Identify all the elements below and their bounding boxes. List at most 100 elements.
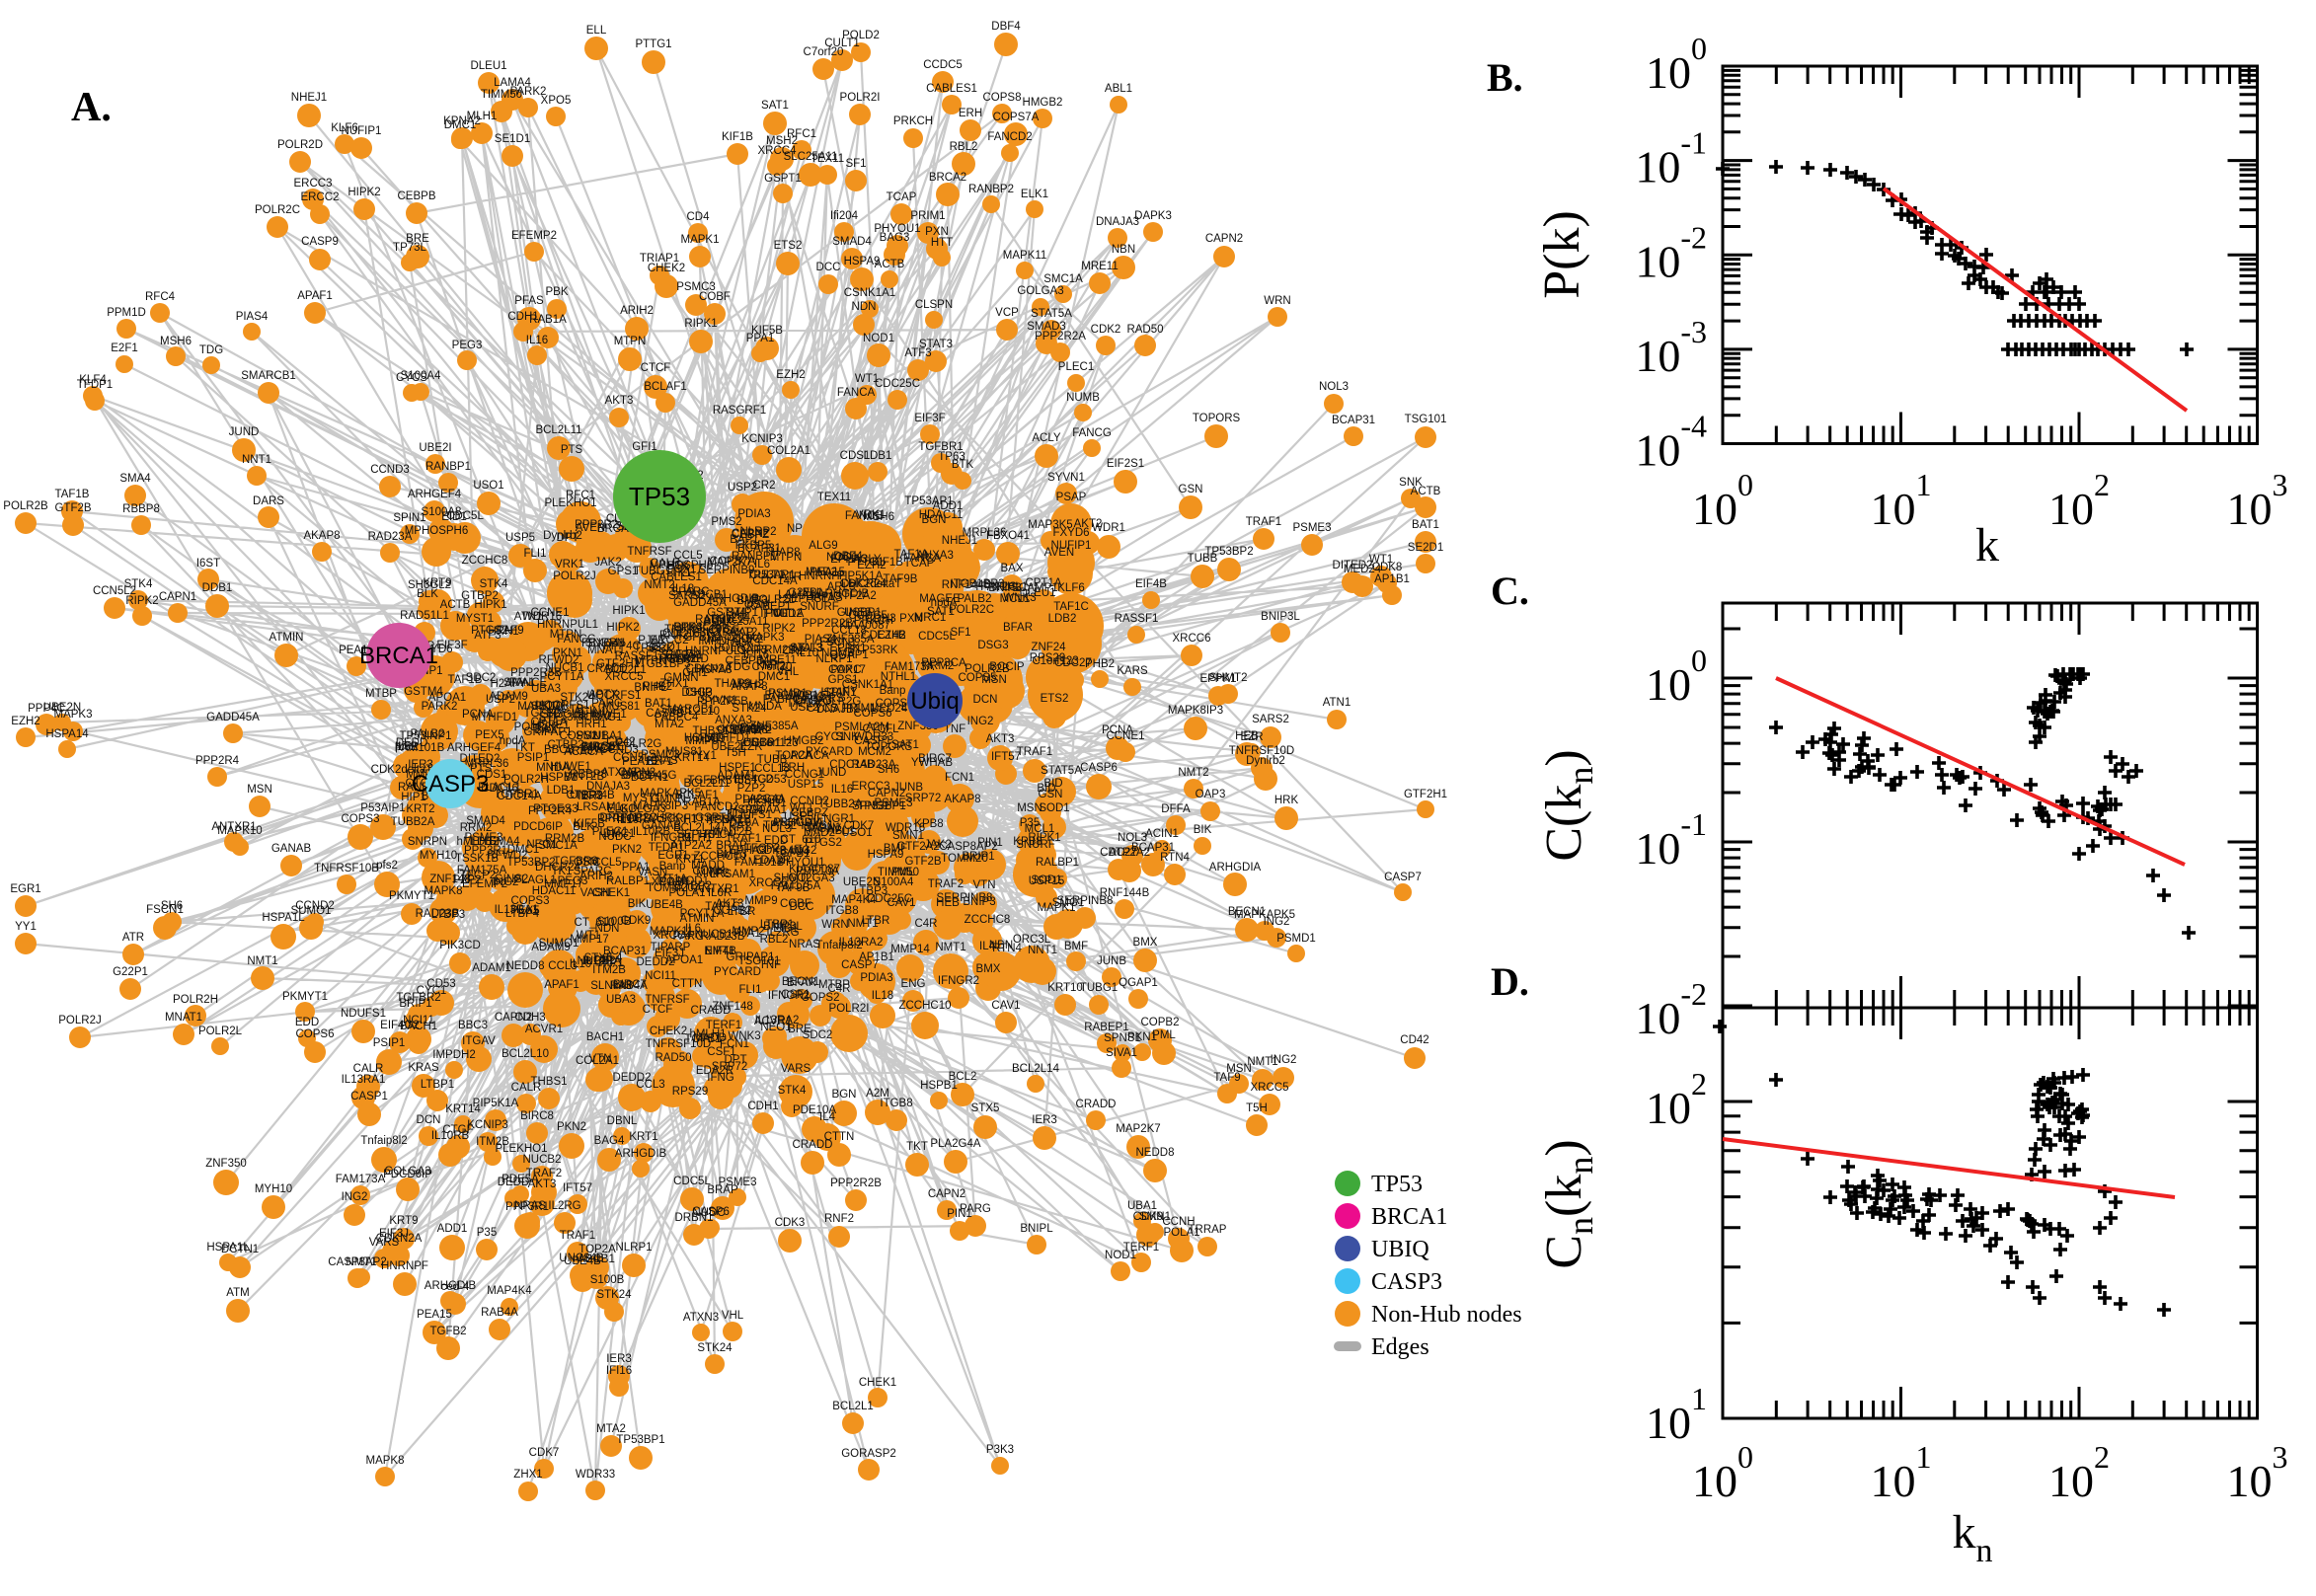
svg-text:GADD45A: GADD45A (673, 597, 727, 609)
svg-text:BFAR: BFAR (787, 977, 816, 989)
svg-text:CYC1: CYC1 (417, 985, 447, 997)
svg-text:OAP3: OAP3 (1196, 789, 1226, 800)
svg-text:STK24: STK24 (596, 1289, 632, 1301)
svg-text:TNFRSF: TNFRSF (627, 546, 671, 558)
svg-text:ARHGDIB: ARHGDIB (425, 1280, 477, 1292)
svg-text:ING2: ING2 (967, 716, 994, 727)
svg-text:PLA2G4A: PLA2G4A (930, 1138, 980, 1150)
svg-text:EIF4G2: EIF4G2 (380, 1020, 420, 1031)
svg-text:POLR2J: POLR2J (553, 570, 595, 582)
svg-text:NBN: NBN (989, 940, 1013, 951)
svg-text:CD4: CD4 (686, 211, 710, 223)
svg-text:DMC1: DMC1 (507, 844, 540, 856)
svg-text:CCDC5: CCDC5 (923, 59, 963, 71)
svg-text:UBE2I: UBE2I (419, 442, 451, 454)
svg-text:MYST1: MYST1 (456, 613, 494, 625)
svg-text:BRCA2: BRCA2 (929, 172, 966, 184)
svg-text:CDC14B: CDC14B (829, 759, 875, 771)
svg-text:ANXA3: ANXA3 (715, 715, 752, 726)
svg-text:EDD: EDD (295, 1017, 319, 1028)
svg-text:CTTN: CTTN (824, 1131, 855, 1143)
svg-text:CRADD: CRADD (691, 1005, 732, 1017)
svg-text:GADD45G: GADD45G (623, 770, 677, 782)
svg-text:BLK: BLK (417, 588, 438, 600)
svg-text:BMF: BMF (1064, 941, 1088, 952)
svg-text:POLR2D: POLR2D (277, 139, 323, 151)
svg-text:P35: P35 (477, 1227, 497, 1239)
svg-text:HIPK1: HIPK1 (474, 599, 506, 611)
svg-text:MTPN: MTPN (550, 629, 582, 641)
svg-text:QGAP1: QGAP1 (1119, 977, 1158, 989)
svg-text:NUCB2: NUCB2 (523, 1154, 562, 1166)
svg-text:VRK1: VRK1 (555, 559, 584, 570)
svg-text:STAT5A: STAT5A (1031, 308, 1072, 320)
svg-text:KPB8: KPB8 (914, 818, 943, 830)
svg-text:DNAJA3: DNAJA3 (1096, 216, 1139, 228)
svg-text:CDH3: CDH3 (865, 613, 895, 625)
svg-text:SF1: SF1 (845, 158, 866, 170)
svg-text:SMA4: SMA4 (119, 473, 151, 485)
svg-text:ABL1: ABL1 (1105, 83, 1132, 95)
svg-text:BECN1: BECN1 (1228, 906, 1266, 918)
svg-text:CABLES1: CABLES1 (926, 83, 977, 95)
svg-text:PPP3CA: PPP3CA (921, 657, 966, 669)
svg-text:AVEN: AVEN (1044, 547, 1074, 559)
svg-text:ZNF350: ZNF350 (205, 1158, 247, 1170)
svg-text:ZCCHC8: ZCCHC8 (965, 914, 1011, 926)
svg-text:EZH2: EZH2 (11, 716, 39, 727)
svg-text:MAP3K5: MAP3K5 (1028, 519, 1072, 531)
svg-text:CPT1A: CPT1A (1025, 577, 1061, 589)
svg-text:ITGB1BP3: ITGB1BP3 (637, 658, 691, 670)
svg-text:SAT1: SAT1 (761, 100, 789, 112)
svg-text:TSSK1B: TSSK1B (455, 853, 499, 865)
svg-text:CLSPN: CLSPN (915, 299, 953, 311)
svg-text:UBE4B: UBE4B (564, 1255, 601, 1267)
svg-text:PXN: PXN (925, 226, 949, 238)
svg-text:ITGB8: ITGB8 (825, 905, 858, 917)
svg-text:WT1: WT1 (1369, 554, 1393, 566)
svg-text:NHEJ1: NHEJ1 (291, 92, 327, 104)
svg-text:KCNIP3: KCNIP3 (467, 1119, 508, 1131)
svg-text:BAX: BAX (1000, 563, 1023, 574)
svg-text:E2F1: E2F1 (111, 342, 138, 354)
svg-text:JUNB: JUNB (1097, 955, 1126, 967)
svg-text:NMT1: NMT1 (247, 955, 277, 967)
svg-text:SIVA1: SIVA1 (1106, 1047, 1137, 1059)
svg-text:HRK: HRK (1274, 795, 1299, 806)
svg-text:PDIA3: PDIA3 (860, 972, 892, 984)
svg-text:IFNGR1: IFNGR1 (651, 832, 692, 844)
svg-text:HIPK1: HIPK1 (612, 605, 645, 617)
svg-text:NOD1: NOD1 (863, 333, 894, 344)
svg-text:WT1: WT1 (577, 930, 600, 942)
svg-text:TGFBR1: TGFBR1 (918, 441, 963, 453)
svg-text:USP15: USP15 (1029, 875, 1064, 887)
svg-text:ING2: ING2 (791, 845, 817, 857)
svg-text:PBK: PBK (545, 286, 568, 298)
svg-text:YWHAB: YWHAB (911, 757, 954, 769)
svg-text:TP53AP1: TP53AP1 (904, 495, 953, 507)
svg-text:BAG4: BAG4 (594, 1135, 625, 1147)
svg-text:RRM2B: RRM2B (545, 833, 585, 845)
svg-text:CDC14B: CDC14B (861, 630, 906, 642)
svg-text:POLR2H: POLR2H (173, 994, 218, 1006)
svg-text:PEG3: PEG3 (452, 340, 483, 351)
svg-text:IL10: IL10 (570, 958, 591, 970)
svg-text:CAPN2: CAPN2 (495, 1012, 532, 1024)
svg-text:NDN: NDN (852, 301, 877, 313)
svg-text:MRPL36: MRPL36 (963, 527, 1007, 539)
svg-text:ETS2: ETS2 (774, 240, 803, 252)
svg-text:P3K3: P3K3 (986, 1444, 1014, 1456)
svg-text:BTK: BTK (952, 459, 974, 471)
svg-text:AKT3: AKT3 (528, 1178, 557, 1190)
svg-text:DCTN1: DCTN1 (221, 1244, 259, 1255)
svg-text:JUND: JUND (229, 426, 260, 438)
svg-text:DITED2: DITED2 (1333, 560, 1373, 571)
svg-text:SH6: SH6 (161, 900, 183, 912)
svg-text:STX5: STX5 (971, 1102, 1000, 1114)
svg-text:CCNE1: CCNE1 (1107, 730, 1145, 742)
svg-text:FLI1: FLI1 (523, 548, 546, 560)
svg-text:NNT1: NNT1 (1028, 945, 1057, 956)
svg-text:ELL: ELL (586, 25, 607, 37)
svg-text:WRN: WRN (1264, 295, 1290, 307)
svg-text:EIF3F: EIF3F (914, 413, 945, 424)
